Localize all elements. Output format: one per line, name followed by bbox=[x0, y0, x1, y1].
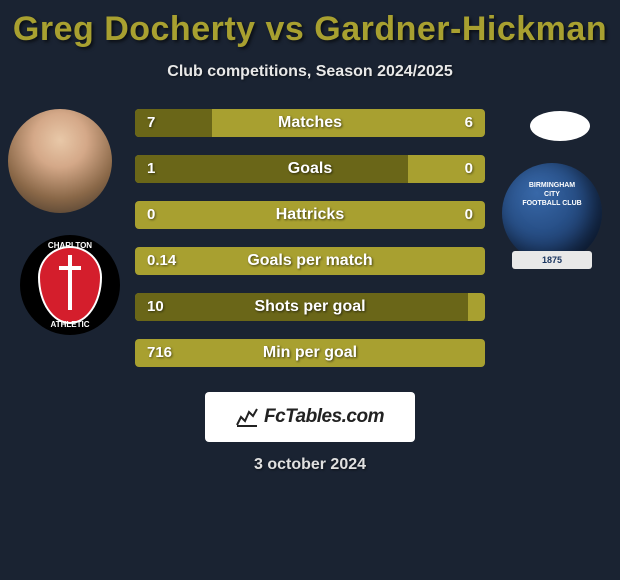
birmingham-globe-icon: BIRMINGHAMCITYFOOTBALL CLUB 1875 bbox=[502, 163, 602, 263]
footer-brand-text: FcTables.com bbox=[264, 406, 384, 428]
stat-row: 716Min per goal bbox=[135, 339, 485, 367]
stat-right-value: 0 bbox=[465, 201, 473, 229]
stat-bars: 7Matches61Goals00Hattricks00.14Goals per… bbox=[135, 109, 485, 385]
player-left-photo bbox=[8, 109, 112, 213]
subtitle: Club competitions, Season 2024/2025 bbox=[0, 63, 620, 81]
badge-right-text: BIRMINGHAMCITYFOOTBALL CLUB bbox=[502, 181, 602, 208]
charlton-shield-icon bbox=[38, 246, 102, 324]
stat-label: Goals per match bbox=[135, 247, 485, 275]
stat-row: 0Hattricks0 bbox=[135, 201, 485, 229]
badge-text-bottom: ATHLETIC bbox=[20, 320, 120, 329]
stat-right-value: 6 bbox=[465, 109, 473, 137]
stat-label: Hattricks bbox=[135, 201, 485, 229]
footer-brand: FcTables.com bbox=[205, 392, 415, 442]
stat-row: 0.14Goals per match bbox=[135, 247, 485, 275]
stat-right-value: 0 bbox=[465, 155, 473, 183]
stat-label: Matches bbox=[135, 109, 485, 137]
stat-row: 7Matches6 bbox=[135, 109, 485, 137]
stat-label: Goals bbox=[135, 155, 485, 183]
stat-label: Min per goal bbox=[135, 339, 485, 367]
page-title: Greg Docherty vs Gardner-Hickman bbox=[0, 0, 620, 49]
stat-row: 10Shots per goal bbox=[135, 293, 485, 321]
player-right-club-badge: BIRMINGHAMCITYFOOTBALL CLUB 1875 bbox=[502, 163, 602, 293]
badge-right-year: 1875 bbox=[512, 251, 592, 269]
stat-label: Shots per goal bbox=[135, 293, 485, 321]
player-left-club-badge: CHARLTON ATHLETIC bbox=[20, 235, 120, 335]
stat-row: 1Goals0 bbox=[135, 155, 485, 183]
chart-icon bbox=[236, 407, 258, 427]
footer-date: 3 october 2024 bbox=[0, 456, 620, 474]
player-right-photo bbox=[530, 111, 590, 141]
